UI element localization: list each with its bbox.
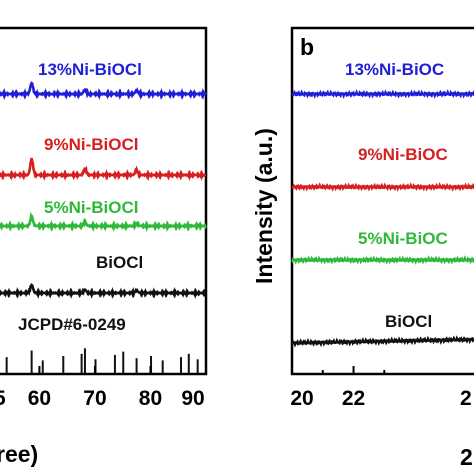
- series-label-9-ni-biocl: 9%Ni-BiOCl: [44, 135, 138, 154]
- x-tick-label-b-partial: 2: [460, 387, 472, 410]
- panel-b-x-ticks: 20 22: [290, 366, 386, 410]
- series-label-13-ni-biocl: 13%Ni-BiOCl: [38, 60, 142, 79]
- x-axis-label-b: 2: [460, 444, 473, 470]
- series-label-5-ni-biocl: 5%Ni-BiOCl: [44, 198, 138, 217]
- x-tick-label-a: 60: [28, 387, 51, 410]
- panel-a: 60 70 80 90 13%Ni-BiOCl 9%Ni-BiOCl 5%Ni-BiO…: [0, 26, 208, 467]
- x-axis-label-a: ree): [0, 441, 38, 467]
- panel-a-x-ticks: 60 70 80 90: [28, 366, 207, 410]
- x-tick-label-b: 20: [290, 387, 313, 410]
- panel-label-b: b: [300, 34, 314, 60]
- trace-b-9-ni-biocl: [291, 182, 474, 192]
- x-tick-label-a: 90: [181, 387, 204, 410]
- reference-pattern: [5, 348, 199, 373]
- x-tick-label-partial: 5: [0, 387, 6, 410]
- series-label-b-13-ni-biocl: 13%Ni-BiOC: [345, 60, 444, 79]
- panel-b: 20 22 b Intensity (a.u.) 13%Ni-BiOC 9%Ni-…: [251, 26, 474, 470]
- y-axis-label: Intensity (a.u.): [251, 128, 277, 284]
- panel-b-frame: [290, 26, 474, 376]
- trace-b-13-ni-biocl: [291, 89, 474, 99]
- trace-a-9-ni-biocl: [0, 157, 207, 182]
- series-label-b-5-ni-biocl: 5%Ni-BiOC: [358, 229, 448, 248]
- trace-a-13-ni-biocl: [0, 81, 208, 101]
- series-label-b-9-ni-biocl: 9%Ni-BiOC: [358, 145, 448, 164]
- x-tick-label-b: 22: [342, 387, 365, 410]
- panel-a-frame: [0, 26, 208, 376]
- x-tick-label-a: 70: [83, 387, 106, 410]
- trace-b-5-ni-biocl: [291, 255, 474, 265]
- series-label-b-biocl: BiOCl: [385, 312, 432, 331]
- trace-a-5-ni-biocl: [0, 211, 208, 233]
- x-tick-label-a: 80: [139, 387, 162, 410]
- trace-a-biocl: [0, 283, 207, 300]
- series-label-biocl: BiOCl: [96, 253, 143, 272]
- panel-b-traces: [290, 89, 474, 348]
- reference-label: JCPD#6-0249: [18, 315, 126, 334]
- panel-a-traces: [0, 81, 208, 300]
- trace-b-biocl: [290, 335, 474, 348]
